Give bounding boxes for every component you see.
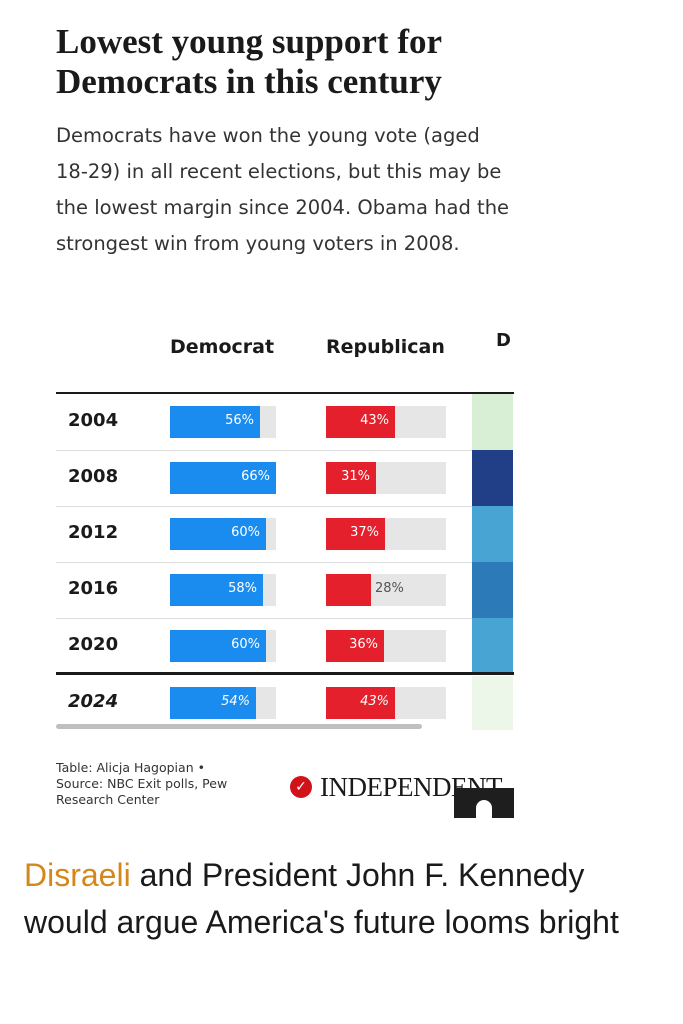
- democrat-bar: [170, 518, 266, 550]
- caption-text: and President John F. Kennedy would argu…: [24, 857, 619, 940]
- democrat-bar: [170, 406, 260, 438]
- republican-bar-label: 43%: [360, 694, 389, 709]
- democrat-bar-label: 54%: [221, 694, 250, 709]
- d-color-cell: [472, 676, 513, 730]
- d-color-cell: [472, 506, 513, 562]
- democrat-bar-label: 56%: [225, 413, 254, 428]
- democrat-bar-label: 60%: [231, 525, 260, 540]
- democrat-bar: [170, 630, 266, 662]
- row-separator: [56, 450, 472, 451]
- article-caption: Disraeli and President John F. Kennedy w…: [24, 852, 674, 946]
- chart-credit: Table: Alicja Hagopian • Source: NBC Exi…: [56, 760, 296, 808]
- republican-bar-label: 31%: [341, 469, 370, 484]
- column-header-democrat: Democrat: [170, 336, 275, 358]
- column-header-republican: Republican: [326, 336, 445, 358]
- republican-bar-label: 28%: [375, 581, 404, 596]
- republican-bar: [326, 406, 395, 438]
- credit-line: Source: NBC Exit polls, Pew: [56, 776, 228, 791]
- d-color-cell: [472, 450, 513, 506]
- republican-bar: [326, 462, 376, 494]
- row-year: 2012: [68, 522, 119, 543]
- republican-bar-label: 37%: [350, 525, 379, 540]
- democrat-bar: [170, 574, 263, 606]
- row-year: 2016: [68, 578, 119, 599]
- credit-line: Table: Alicja Hagopian •: [56, 760, 205, 775]
- republican-bar: [326, 574, 371, 606]
- chart-subtitle: Democrats have won the young vote (aged …: [56, 124, 510, 255]
- d-color-cell: [472, 394, 513, 450]
- row-separator: [56, 506, 472, 507]
- table-top-rule: [56, 392, 514, 394]
- republican-bar-label: 43%: [360, 413, 389, 428]
- row-year: 2024: [68, 691, 119, 712]
- table-total-rule: [56, 672, 514, 675]
- d-color-cell: [472, 618, 513, 674]
- user-avatar-icon[interactable]: [454, 788, 514, 818]
- credit-line: Research Center: [56, 792, 160, 807]
- row-separator: [56, 562, 472, 563]
- row-year: 2004: [68, 410, 119, 431]
- republican-bar: [326, 687, 395, 719]
- chart-title: Lowest young support for Democrats in th…: [56, 22, 442, 101]
- d-color-cell: [472, 562, 513, 618]
- check-badge-icon: ✓: [290, 776, 312, 798]
- republican-bar: [326, 630, 384, 662]
- republican-bar: [326, 518, 385, 550]
- republican-bar-label: 36%: [349, 637, 378, 652]
- democrat-bar: [170, 687, 256, 719]
- democrat-bar-label: 58%: [228, 581, 257, 596]
- democrat-bar: [170, 462, 276, 494]
- row-separator: [56, 618, 472, 619]
- row-year: 2020: [68, 634, 119, 655]
- disraeli-link[interactable]: Disraeli: [24, 857, 131, 893]
- democrat-bar-label: 60%: [231, 637, 260, 652]
- horizontal-scrollbar[interactable]: [56, 724, 422, 729]
- row-year: 2008: [68, 466, 119, 487]
- column-header-d: D: [496, 330, 511, 351]
- democrat-bar-label: 66%: [241, 469, 270, 484]
